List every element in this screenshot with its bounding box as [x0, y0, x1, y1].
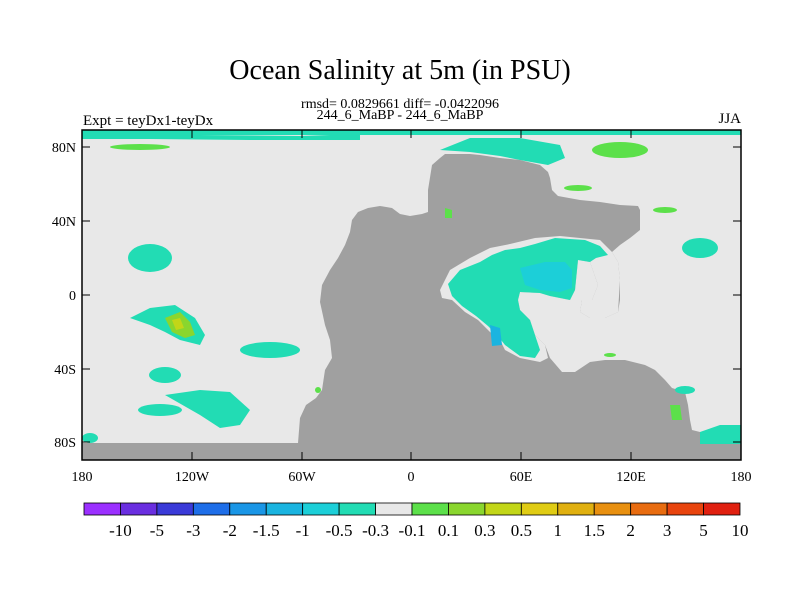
map-panel	[82, 130, 741, 460]
colorbar-swatch	[557, 502, 595, 516]
colorbar-swatch	[630, 502, 668, 516]
colorbar-swatch	[593, 502, 632, 516]
land-americas	[82, 154, 741, 460]
colorbar-swatch	[302, 502, 340, 516]
colorbar-label: -1	[296, 521, 310, 540]
colorbar-swatch	[520, 502, 559, 516]
colorbar-swatch	[666, 502, 704, 516]
colorbar-label: -0.5	[326, 521, 353, 540]
colorbar-swatch	[484, 502, 522, 516]
latitude-labels: 80N 40N 0 40S 80S	[52, 141, 76, 451]
colorbar: -10 -5 -3 -2 -1.5 -1 -0.5 -0.3 -0.1 0.1 0.3 0.5 1 1.5…	[83, 502, 749, 540]
lat-label: 40S	[54, 363, 76, 378]
lon-label: 180	[731, 470, 752, 485]
colorbar-swatch	[338, 502, 376, 516]
colorbar-swatch	[411, 502, 449, 516]
lon-label: 60E	[510, 470, 533, 485]
colorbar-label: -2	[223, 521, 237, 540]
colorbar-label: -1.5	[253, 521, 280, 540]
colorbar-swatch	[83, 502, 121, 516]
colorbar-label: 0.5	[511, 521, 532, 540]
colorbar-label: 1.5	[584, 521, 605, 540]
lat-label: 0	[69, 289, 76, 304]
map-title: Ocean Salinity at 5m (in PSU)	[229, 55, 571, 86]
colorbar-label: 2	[626, 521, 635, 540]
colorbar-label: 1	[554, 521, 563, 540]
colorbar-swatch	[265, 502, 304, 516]
colorbar-swatch	[375, 502, 413, 516]
colorbar-swatch	[120, 502, 158, 516]
colorbar-label: 10	[732, 521, 749, 540]
colorbar-swatch	[156, 502, 194, 516]
interior-ocean	[440, 208, 620, 362]
lon-label: 0	[408, 470, 415, 485]
lat-label: 80S	[54, 436, 76, 451]
colorbar-label: 0.1	[438, 521, 459, 540]
stats-subtitle: rmsd= 0.0829661 diff= -0.0422096	[301, 97, 499, 112]
colorbar-label: -0.1	[399, 521, 426, 540]
colorbar-swatch	[448, 502, 486, 516]
colorbar-label: -3	[186, 521, 200, 540]
colorbar-label: 5	[699, 521, 708, 540]
axis-ticks	[81, 130, 742, 460]
longitude-labels: 180 120W 60W 0 60E 120E 180	[72, 470, 752, 485]
lat-label: 80N	[52, 141, 76, 156]
lon-label: 120W	[175, 470, 210, 485]
colorbar-label: 0.3	[474, 521, 495, 540]
lon-label: 120E	[616, 470, 646, 485]
colorbar-label: -5	[150, 521, 164, 540]
colorbar-swatch	[192, 502, 231, 516]
lat-label: 40N	[52, 215, 76, 230]
colorbar-swatch	[703, 502, 741, 516]
colorbar-swatch	[229, 502, 267, 516]
lon-label: 180	[72, 470, 93, 485]
colorbar-label: -10	[109, 521, 132, 540]
experiment-names: 244_6_MaBP - 244_6_MaBP	[316, 108, 484, 123]
colorbar-label: 3	[663, 521, 672, 540]
left-string: Expt = teyDx1-teyDx	[83, 113, 214, 129]
colorbar-label: -0.3	[362, 521, 389, 540]
right-string: JJA	[718, 111, 741, 127]
lon-label: 60W	[288, 470, 316, 485]
